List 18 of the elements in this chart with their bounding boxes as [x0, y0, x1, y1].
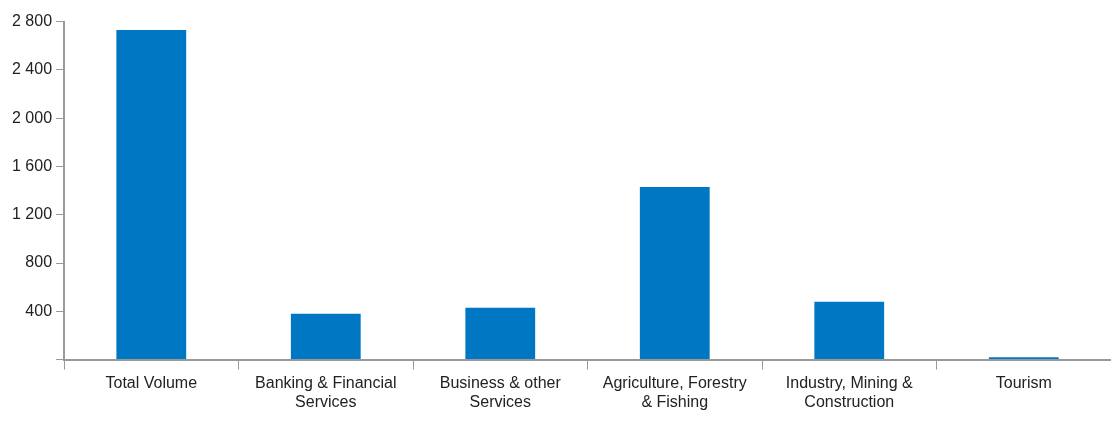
y-tick-label: 2 800	[11, 12, 53, 30]
y-tick-label: 2 400	[11, 60, 53, 78]
x-tick-label: Banking & Financial Services	[255, 373, 397, 410]
x-tick-label: Industry, Mining & Construction	[785, 373, 914, 410]
x-tick-label: Total Volume	[105, 373, 198, 391]
y-tick-label: 1 600	[11, 156, 53, 174]
x-tick-label: Agriculture, Forestry & Fishing	[602, 373, 747, 410]
y-tick-label: 1 200	[11, 205, 53, 223]
bar	[116, 30, 187, 360]
bar	[290, 313, 361, 360]
y-tick-label: 800	[25, 253, 53, 271]
y-tick-label: 400	[25, 301, 53, 319]
bar	[814, 301, 885, 360]
x-tick-label: Tourism	[995, 373, 1052, 391]
x-tick-label: Business & other Services	[439, 373, 562, 410]
y-tick-label: 2 000	[11, 108, 53, 126]
bar	[639, 186, 710, 360]
bar	[465, 307, 536, 360]
